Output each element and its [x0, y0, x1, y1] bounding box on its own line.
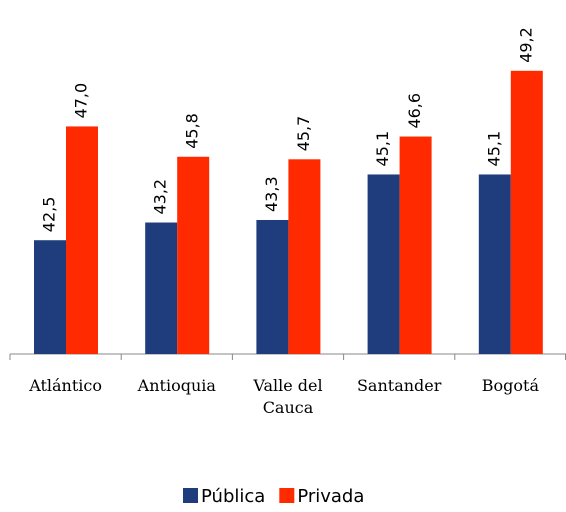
bar [399, 136, 432, 354]
value-label: 42,5 [40, 197, 59, 233]
value-label: 46,6 [405, 93, 424, 129]
value-label: 47,0 [72, 83, 91, 119]
value-label: 45,7 [294, 116, 313, 152]
bar [256, 219, 289, 354]
bar [177, 156, 210, 354]
x-tick-label: Santander [356, 376, 442, 395]
bar [367, 174, 400, 354]
x-tick-label: Valle del Cauca [253, 376, 323, 417]
bar [66, 126, 98, 354]
legend-label: Privada [297, 486, 364, 507]
x-tick-label: Antioquia [137, 376, 216, 395]
x-tick-label: Atlántico [29, 376, 102, 395]
legend-swatch [279, 488, 295, 503]
x-tick-label: Bogotá [481, 376, 539, 395]
value-label: 43,2 [151, 179, 170, 215]
legend-label: Pública [201, 486, 265, 507]
legend-swatch [183, 488, 198, 503]
bar [478, 174, 511, 354]
bar [34, 240, 66, 354]
value-label: 43,3 [262, 176, 281, 212]
bar [145, 222, 178, 354]
value-label: 49,2 [516, 27, 535, 63]
bar [510, 70, 543, 355]
value-label: 45,1 [373, 131, 392, 167]
bar [288, 159, 321, 354]
value-label: 45,1 [484, 131, 503, 167]
value-label: 45,8 [183, 113, 202, 149]
